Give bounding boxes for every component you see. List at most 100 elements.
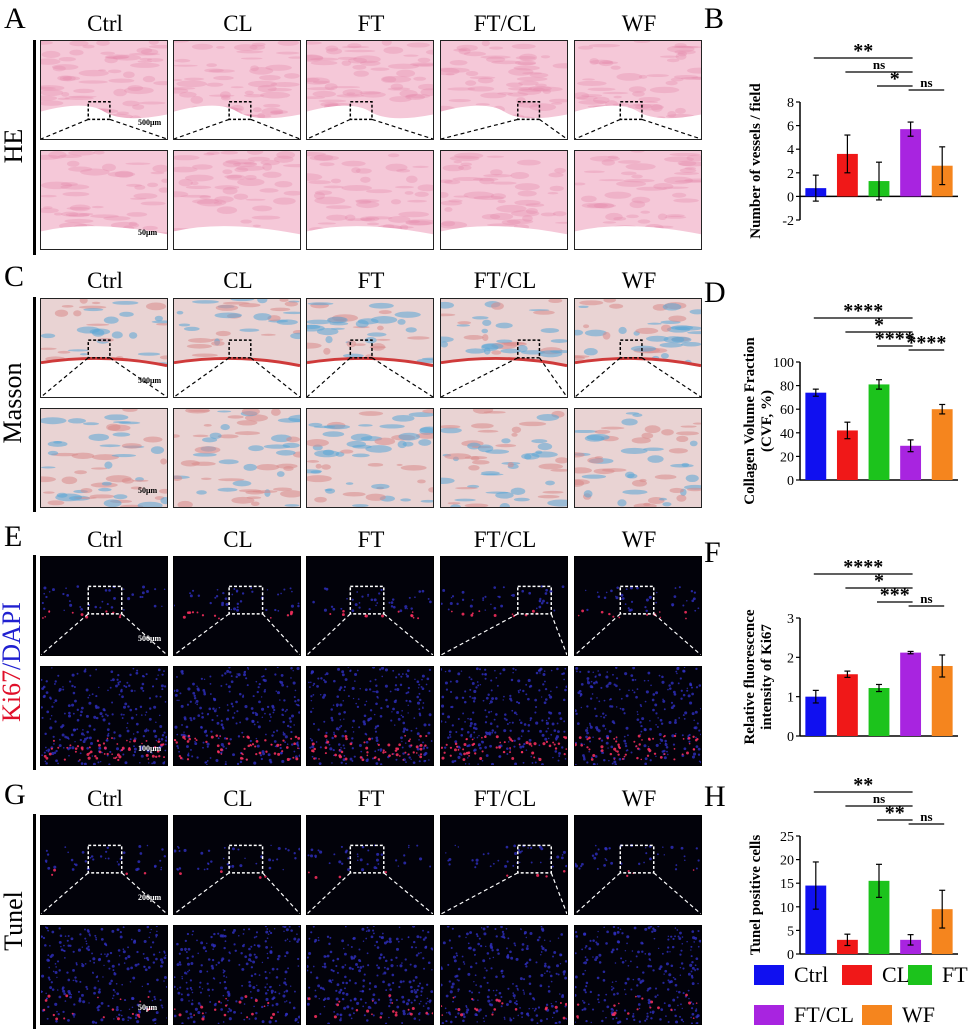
micrograph-tunel-bottom-ctrl (40, 925, 168, 1025)
legend-item-ft: FT (908, 964, 968, 986)
column-header-ctrl: Ctrl (87, 786, 123, 811)
micrograph-masson-top-wf (574, 298, 702, 398)
column-header-cl: CL (223, 527, 253, 552)
micrograph-tunel-bottom-cl (173, 925, 301, 1025)
scale-bar-label: 500μm (138, 376, 162, 385)
significance-label: ns (920, 75, 932, 90)
legend-label-ctrl: Ctrl (794, 962, 829, 987)
micrograph-masson-top-ft (306, 298, 434, 398)
y-tick-label: 3 (787, 612, 794, 627)
column-header-wf: WF (621, 11, 657, 36)
panel-letter-e: E (4, 520, 23, 553)
micrograph-tunel-bottom-ft (306, 925, 434, 1025)
column-header-cl: CL (223, 268, 253, 293)
legend-item-wf: WF (862, 1004, 935, 1026)
y-tick-label: 0 (787, 190, 794, 205)
micrograph-he-bottom-cl (173, 150, 301, 250)
column-header-ft-cl: FT/CL (473, 268, 537, 293)
y-tick-label: 60 (780, 403, 794, 418)
bar-ft-cl (900, 652, 922, 736)
y-tick-label: 0 (787, 730, 794, 745)
micrograph-masson-top-cl (173, 298, 301, 398)
y-axis-label: Relative fluorescence (742, 609, 758, 744)
micrograph-fluor-bottom-ft-cl (440, 666, 568, 766)
scale-bar-label: 500μm (138, 634, 162, 643)
bar-ft-cl (900, 939, 922, 954)
column-header-ft: FT (357, 268, 385, 293)
y-tick-label: 1 (787, 691, 794, 706)
y-tick-label: 100 (773, 356, 794, 371)
micrograph-he-top-cl (173, 40, 301, 140)
micrograph-masson-top-ft-cl (440, 298, 568, 398)
y-tick-label: 4 (787, 143, 794, 158)
panel-letter-h: H (704, 780, 726, 813)
micrograph-fluor-bottom-cl (173, 666, 301, 766)
row-bracket-tunel (33, 814, 36, 1029)
legend-swatch-wf (862, 1005, 892, 1025)
micrograph-fluor-top-ctrl (40, 556, 168, 656)
column-header-ft: FT (357, 527, 385, 552)
scale-bar-label: 200μm (138, 893, 162, 902)
legend-item-cl: CL (842, 964, 910, 986)
bar-ft (868, 688, 890, 736)
y-tick-label: 40 (780, 427, 794, 442)
column-header-ctrl: Ctrl (87, 527, 123, 552)
legend-item-ctrl: Ctrl (754, 964, 828, 986)
bar-ft (868, 880, 890, 954)
bar-cl (836, 430, 858, 480)
y-tick-label: -2 (782, 214, 794, 229)
y-tick-label: 15 (780, 877, 794, 892)
bar-ft (868, 384, 890, 480)
bar-ctrl (805, 885, 827, 954)
row-label-ki67-red: Ki67 (0, 669, 26, 722)
bar-ft-cl (900, 129, 922, 197)
micrograph-masson-bottom-ctrl (40, 408, 168, 508)
significance-label: ns (920, 809, 932, 824)
bar-cl (836, 153, 858, 197)
legend-item-ftcl: FT/CL (754, 1004, 854, 1026)
significance-label: * (874, 314, 884, 336)
micrograph-he-bottom-ft-cl (440, 150, 568, 250)
micrograph-tunel-top-wf (574, 815, 702, 915)
bar-cl (836, 939, 858, 954)
significance-label: ** (853, 40, 873, 62)
micrograph-fluor-top-wf (574, 556, 702, 656)
micrograph-he-top-ft-cl (440, 40, 568, 140)
micrograph-he-top-wf (574, 40, 702, 140)
micrograph-tunel-top-ctrl (40, 815, 168, 915)
significance-label: ns (873, 57, 885, 72)
bar-wf (931, 909, 953, 954)
micrograph-he-bottom-ft (306, 150, 434, 250)
column-header-wf: WF (621, 268, 657, 293)
micrograph-tunel-bottom-ft-cl (440, 925, 568, 1025)
micrograph-fluor-bottom-ctrl (40, 666, 168, 766)
column-header-ft-cl: FT/CL (473, 11, 537, 36)
significance-label: * (890, 68, 900, 90)
row-bracket-masson (33, 297, 36, 512)
significance-label: **** (906, 332, 946, 354)
column-header-ft-cl: FT/CL (473, 527, 537, 552)
micrograph-masson-bottom-wf (574, 408, 702, 508)
bar-wf (931, 665, 953, 736)
column-header-cl: CL (223, 11, 253, 36)
y-tick-label: 0 (787, 474, 794, 489)
micrograph-masson-bottom-cl (173, 408, 301, 508)
legend-label-cl: CL (882, 962, 911, 987)
panel-letter-a: A (4, 2, 26, 35)
y-tick-label: 80 (780, 380, 794, 395)
scale-bar-label: 100μm (138, 744, 162, 753)
panel-letter-b: B (704, 2, 725, 35)
micrograph-he-top-ctrl (40, 40, 168, 140)
bar-ctrl (805, 392, 827, 480)
micrograph-tunel-top-cl (173, 815, 301, 915)
row-label-masson: Masson (0, 362, 27, 444)
micrograph-he-top-ft (306, 40, 434, 140)
y-tick-label: 10 (780, 901, 794, 916)
significance-label: **** (843, 556, 883, 578)
bar-ft-cl (900, 445, 922, 480)
panel-letter-d: D (704, 276, 726, 309)
y-axis-label: Collagen Volume Fraction (742, 337, 758, 505)
column-header-wf: WF (621, 527, 657, 552)
